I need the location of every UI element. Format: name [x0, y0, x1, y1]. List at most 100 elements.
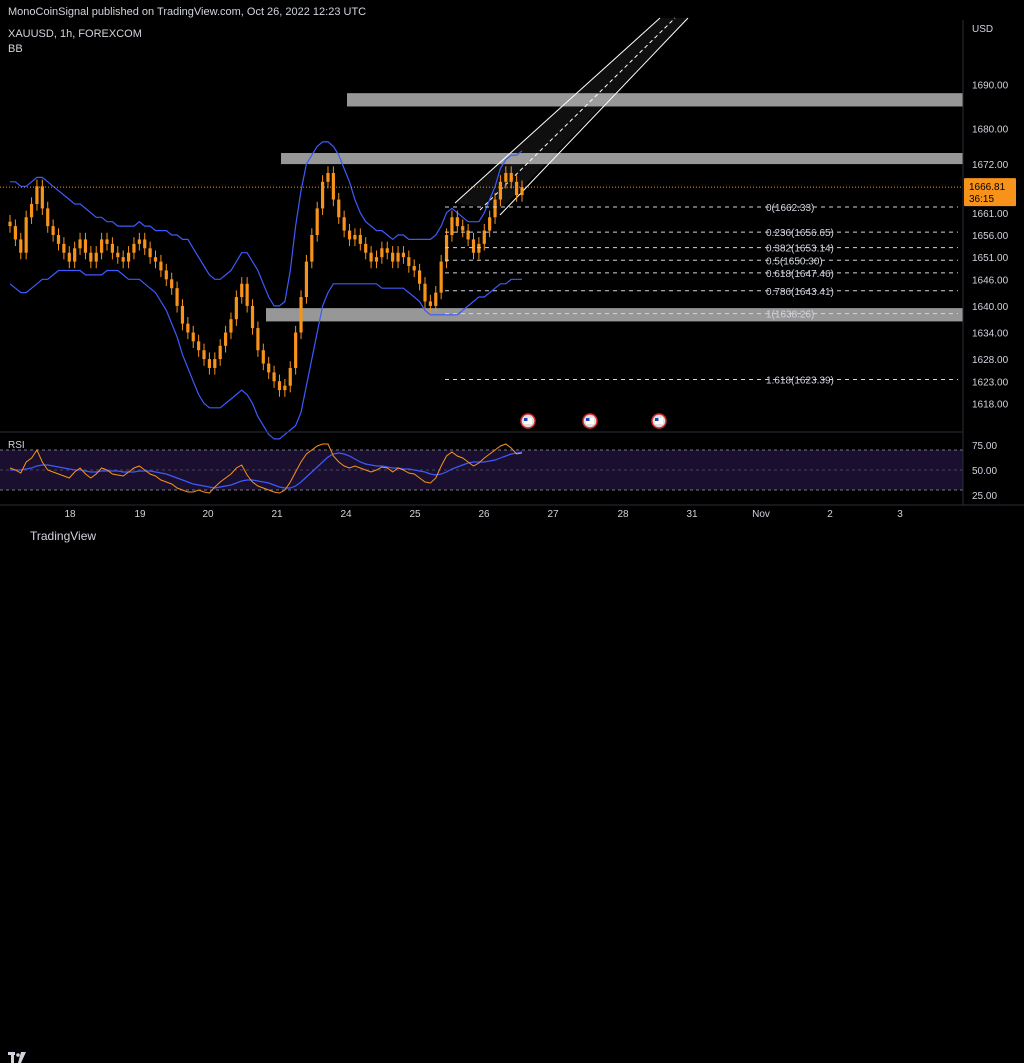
candle-body: [407, 257, 411, 267]
candle-body: [8, 221, 12, 227]
y-tick-label: 1651.00: [972, 253, 1009, 264]
candle-body: [412, 266, 416, 271]
candle-body: [288, 367, 292, 386]
candle-body: [342, 217, 346, 231]
symbol-label[interactable]: XAUUSD, 1h, FOREXCOM: [8, 28, 142, 40]
publisher-caption: MonoCoinSignal published on TradingView.…: [8, 6, 367, 18]
channel-layer: [454, 17, 689, 216]
candle-body: [423, 283, 427, 302]
candle-body: [62, 243, 66, 253]
candle-body: [73, 248, 77, 262]
candle-body: [56, 235, 61, 244]
candle-body: [218, 345, 222, 360]
candle-body: [299, 297, 303, 333]
candle-body: [364, 243, 368, 253]
y-tick-label: 1672.00: [972, 160, 1009, 171]
candle-body: [67, 252, 71, 262]
flag-stripe-icon: [586, 418, 594, 424]
candle-body: [439, 261, 443, 293]
price-chart[interactable]: 0(1662.33)0.236(1656.65)0.382(1653.14)0.…: [0, 0, 1024, 548]
rsi-pane: RSI 75.00 50.00 25.00: [0, 440, 997, 502]
candle-body: [78, 239, 82, 249]
candle-body: [186, 323, 190, 333]
candle-body: [197, 341, 201, 351]
candle-body: [418, 270, 422, 284]
candle-body: [256, 328, 260, 351]
candle-body: [277, 381, 282, 391]
channel-fill: [455, 18, 688, 210]
x-tick-label: 18: [64, 509, 76, 520]
candle-body: [250, 305, 255, 329]
support-resistance-zone: [266, 308, 963, 322]
candle-body: [369, 252, 373, 262]
y-tick-label: 1646.00: [972, 275, 1009, 286]
candle-body: [466, 230, 470, 240]
rsi-label: RSI: [8, 440, 25, 451]
candle-body: [234, 297, 238, 320]
event-markers: [520, 413, 667, 429]
candle-body: [358, 235, 362, 244]
candle-body: [40, 186, 44, 209]
fib-level-label: 0.236(1656.65): [766, 228, 834, 239]
candle-body: [515, 181, 519, 196]
x-tick-label: 2: [827, 509, 833, 520]
candle-body: [444, 235, 449, 262]
last-price-tag-bg: [964, 178, 1016, 207]
candle-body: [493, 199, 497, 218]
candle-body: [428, 301, 432, 306]
candle-body: [143, 239, 147, 249]
candle-body: [385, 248, 389, 253]
bb-upper-band: [10, 141, 523, 307]
candle-body: [164, 270, 168, 280]
candle-body: [29, 203, 34, 218]
candle-body: [94, 252, 98, 262]
candle-body: [89, 252, 93, 262]
y-tick-label: 1661.00: [972, 209, 1009, 220]
x-tick-label: 26: [478, 509, 490, 520]
candle-body: [509, 172, 513, 182]
flag-canton-icon: [655, 418, 659, 421]
candle-body: [240, 283, 244, 298]
bollinger-bands: [9, 141, 523, 440]
candle-body: [245, 283, 249, 306]
candle-body: [337, 199, 341, 218]
candle-body: [116, 252, 120, 258]
candle-body: [380, 248, 384, 258]
x-tick-label: 3: [897, 509, 903, 520]
candle-body: [159, 261, 163, 271]
x-tick-label: 20: [202, 509, 214, 520]
channel-upper-line: [454, 17, 661, 204]
candle-body: [110, 243, 114, 253]
candle-body: [132, 243, 136, 253]
candle-body: [477, 243, 481, 253]
candle-body: [434, 292, 438, 306]
candle-body: [455, 217, 459, 227]
candle-body: [450, 217, 454, 235]
y-tick-label: 1640.00: [972, 302, 1009, 313]
candle-body: [261, 350, 265, 364]
flag-stripe-icon: [655, 418, 663, 424]
candle-body: [229, 319, 233, 333]
fib-level-label: 0.786(1643.41): [766, 287, 834, 298]
rsi-tick-label: 50.00: [972, 466, 997, 477]
x-tick-label: 25: [409, 509, 421, 520]
y-tick-label: 1618.00: [972, 399, 1009, 410]
tradingview-brand[interactable]: TradingView: [30, 529, 97, 543]
rsi-tick-label: 25.00: [972, 491, 997, 502]
fib-retracement: 0(1662.33)0.236(1656.65)0.382(1653.14)0.…: [445, 203, 958, 387]
candle-body: [19, 239, 23, 253]
candle-body: [482, 230, 486, 244]
candle-body: [175, 288, 179, 306]
bar-countdown: 36:15: [969, 194, 994, 205]
candle-body: [202, 350, 206, 360]
indicator-label[interactable]: BB: [8, 43, 23, 55]
candle-body: [207, 359, 212, 368]
candle-body: [121, 257, 125, 262]
candle-body: [471, 239, 476, 253]
candle-body: [13, 226, 17, 240]
candle-body: [498, 181, 503, 200]
flag-canton-icon: [586, 418, 590, 421]
x-tick-label: Nov: [752, 509, 770, 520]
candle-body: [391, 252, 395, 262]
last-price-value: 1666.81: [969, 182, 1006, 193]
